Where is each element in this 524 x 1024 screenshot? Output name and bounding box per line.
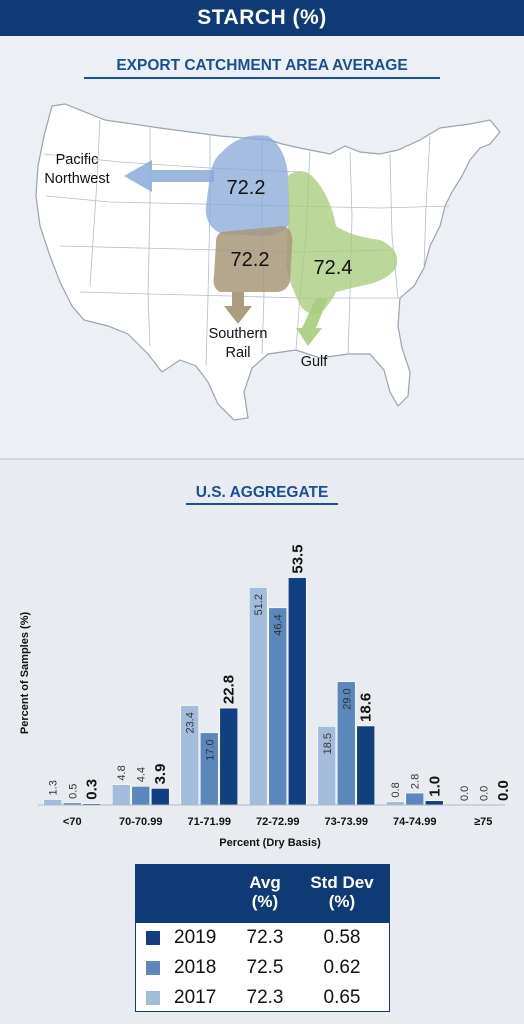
southern-rail-label-line2: Rail <box>226 345 251 361</box>
category-label-4: 73-73.99 <box>325 816 368 828</box>
value-label-2017-1: 4.8 <box>116 765 128 780</box>
bar-2017-3 <box>248 587 268 806</box>
bar-2019-1 <box>150 788 170 806</box>
value-label-2019-6: 0.0 <box>495 780 512 801</box>
value-label-2019-1: 3.9 <box>152 764 169 785</box>
stats-table-header: Avg (%) Std Dev (%) <box>136 865 389 923</box>
bars-group <box>43 577 444 806</box>
section-divider <box>0 458 524 460</box>
value-label-2019-4: 18.6 <box>358 693 375 722</box>
year: 2018 <box>174 957 217 978</box>
x-axis-label: Percent (Dry Basis) <box>219 837 321 849</box>
bar-2017-1 <box>111 784 131 806</box>
value-label-2019-5: 1.0 <box>426 776 443 797</box>
gulf-catchment-area <box>286 171 398 315</box>
sd-value: 0.65 <box>323 987 361 1008</box>
stats-table: Avg (%) Std Dev (%) 2019 72.3 0.58 2018 … <box>135 864 390 1012</box>
map-heading-rule <box>84 77 440 79</box>
value-label-2018-5: 2.8 <box>410 774 422 789</box>
stats-row-2018: 2018 72.5 0.62 <box>136 953 389 983</box>
chart-section-heading: U.S. AGGREGATE <box>195 484 329 501</box>
value-labels-group: 1.3 0.5 0.3 4.8 4.4 3.9 23.4 17.0 22.8 51.2 46.4 53… <box>48 544 512 801</box>
year: 2017 <box>174 987 217 1008</box>
category-label-5: 74-74.99 <box>393 816 436 828</box>
avg-header: Avg (%) <box>240 873 290 911</box>
pnw-value: 72.2 <box>227 177 266 199</box>
category-label-3: 72-72.99 <box>256 816 299 828</box>
value-label-2017-4: 18.5 <box>322 733 334 754</box>
southern-rail-catchment-area <box>213 226 293 292</box>
avg-value: 72.3 <box>246 927 284 948</box>
southern-rail-arrow <box>224 292 252 324</box>
page-title: STARCH (%) <box>0 0 524 36</box>
southern-rail-value: 72.2 <box>231 249 270 271</box>
southern-rail-label-line1: Southern <box>209 326 268 342</box>
gulf-arrow <box>296 298 328 346</box>
map-section-heading: EXPORT CATCHMENT AREA AVERAGE <box>116 57 408 74</box>
stats-row-2017: 2017 72.3 0.65 <box>136 983 389 1013</box>
value-label-2017-6: 0.0 <box>459 786 471 801</box>
swatch-2018 <box>146 961 160 975</box>
value-label-2018-4: 29.0 <box>341 688 353 709</box>
bar-2018-1 <box>131 785 151 806</box>
pnw-label-line1: Pacific <box>56 152 99 168</box>
sd-header-line2: (%) <box>328 892 356 911</box>
value-label-2018-6: 0.0 <box>478 786 490 801</box>
value-label-2017-3: 51.2 <box>253 594 265 615</box>
category-labels-group: <70 70-70.99 71-71.99 72-72.99 73-73.99 74-74… <box>63 816 492 828</box>
value-label-2019-3: 53.5 <box>289 544 306 573</box>
sd-value: 0.58 <box>323 927 361 948</box>
sd-header-line1: Std Dev <box>310 873 374 892</box>
value-label-2017-2: 23.4 <box>185 712 197 733</box>
gulf-value: 72.4 <box>314 257 353 279</box>
pnw-arrow <box>124 160 214 192</box>
bar-2019-3 <box>287 577 307 806</box>
pnw-label-line2: Northwest <box>44 171 109 187</box>
avg-value: 72.3 <box>246 987 284 1008</box>
swatch-2019 <box>146 931 160 945</box>
bar-2017-0 <box>43 799 63 806</box>
value-label-2017-5: 0.8 <box>390 782 402 797</box>
avg-header-line1: Avg <box>249 873 281 892</box>
chart-heading-rule <box>186 503 338 505</box>
starch-bar-chart: 1.3 0.5 0.3 4.8 4.4 3.9 23.4 17.0 22.8 51.2 46.4 53… <box>19 544 512 849</box>
value-label-2019-0: 0.3 <box>84 779 101 800</box>
pnw-catchment-area <box>205 135 290 236</box>
swatch-2017 <box>146 991 160 1005</box>
value-label-2018-1: 4.4 <box>136 767 148 782</box>
category-label-1: 70-70.99 <box>119 816 162 828</box>
avg-header-line2: (%) <box>251 892 279 911</box>
avg-value: 72.5 <box>246 957 284 978</box>
value-label-2019-2: 22.8 <box>221 675 238 704</box>
bar-2017-5 <box>385 801 405 806</box>
stats-row-2019: 2019 72.3 0.58 <box>136 923 389 953</box>
value-label-2018-3: 46.4 <box>273 614 285 635</box>
value-label-2017-0: 1.3 <box>48 780 60 795</box>
value-label-2018-0: 0.5 <box>67 784 79 799</box>
year: 2019 <box>174 927 217 948</box>
bar-2019-2 <box>219 707 239 806</box>
sd-header: Std Dev (%) <box>302 873 382 911</box>
y-axis-label: Percent of Samples (%) <box>19 612 31 735</box>
sd-value: 0.62 <box>323 957 361 978</box>
bar-2018-5 <box>405 792 425 806</box>
category-label-2: 71-71.99 <box>188 816 231 828</box>
us-catchment-map: 72.2 72.2 72.4 Pacific Northwest Souther… <box>35 103 501 421</box>
gulf-label: Gulf <box>301 354 329 370</box>
bar-2018-3 <box>268 607 288 806</box>
bar-2019-5 <box>424 800 444 806</box>
value-label-2018-2: 17.0 <box>204 739 216 760</box>
category-label-6: ≥75 <box>474 816 492 828</box>
category-label-0: <70 <box>63 816 82 828</box>
bar-2019-4 <box>356 725 376 806</box>
